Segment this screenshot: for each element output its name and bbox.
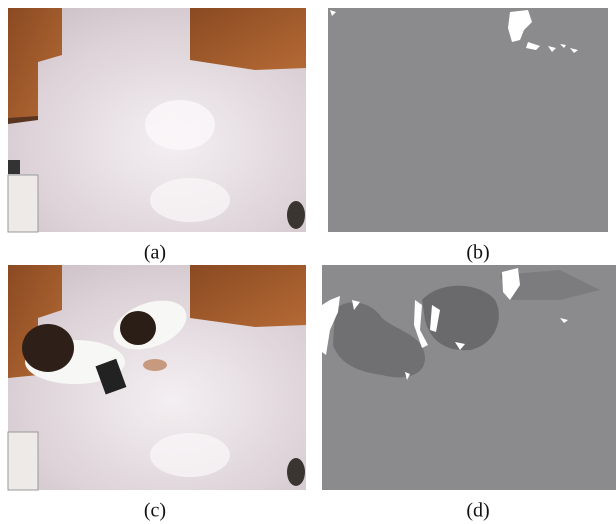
- page: {"figure": {"panels": [{"caption": "(a)"…: [0, 0, 616, 524]
- caption: (c): [144, 500, 166, 522]
- caption: (b): [466, 242, 489, 264]
- caption: (d): [466, 500, 489, 522]
- depth-d: [322, 265, 616, 490]
- figure: (a) (b) (c) (d): [0, 0, 616, 524]
- caption: (a): [144, 242, 166, 264]
- photo-c: [8, 265, 306, 490]
- depth-b: [328, 8, 608, 232]
- photo-a: [8, 8, 306, 232]
